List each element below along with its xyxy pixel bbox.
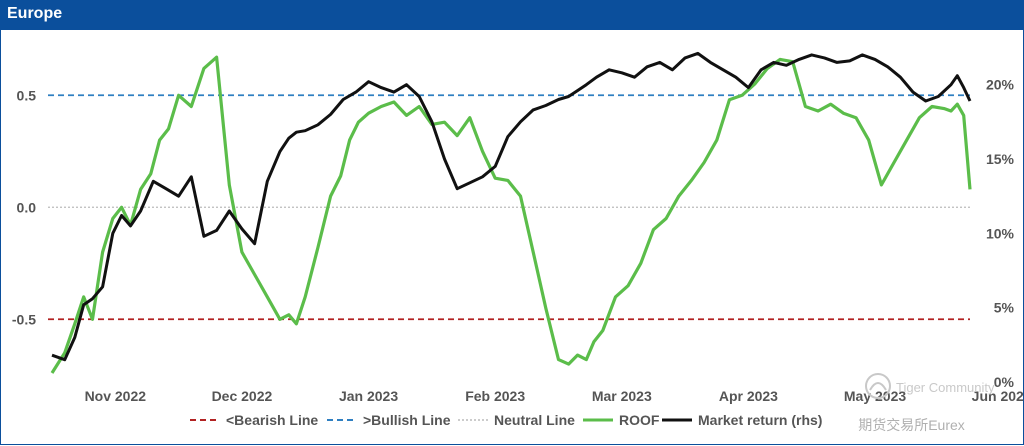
left-tick-label: 0.0 (17, 199, 37, 215)
x-tick-label: Apr 2023 (719, 388, 778, 404)
x-tick-label: Jun 2023 (972, 388, 1024, 404)
chart-title: Europe (7, 5, 63, 22)
watermark-line2: @欧洲期货交易所Eurex (858, 417, 965, 433)
right-tick-label: 10% (986, 225, 1015, 241)
legend-label: <Bearish Line (226, 412, 318, 428)
series-lines (50, 51, 972, 374)
left-tick-label: -0.5 (12, 311, 36, 327)
right-tick-label: 5% (994, 300, 1015, 316)
reference-lines (48, 94, 970, 321)
x-tick-label: Mar 2023 (592, 388, 652, 404)
chart-header: Europe (0, 0, 1024, 30)
legend-label: Neutral Line (494, 412, 575, 428)
watermark-tiger-icon (869, 382, 887, 391)
watermark: Tiger Community @欧洲期货交易所Eurex (858, 373, 995, 433)
right-tick-label: 0% (994, 374, 1015, 390)
x-tick-label: Feb 2023 (465, 388, 525, 404)
legend-label: ROOF (619, 412, 660, 428)
right-tick-label: 20% (986, 77, 1015, 93)
watermark-logo-icon (865, 373, 891, 399)
x-tick-label: Jan 2023 (339, 388, 398, 404)
legend-label: >Bullish Line (363, 412, 451, 428)
series-line-roof (50, 55, 972, 374)
left-tick-label: 0.5 (17, 87, 37, 103)
x-axis-ticks: Nov 2022 Dec 2022 Jan 2023 Feb 2023 Mar 2023… (85, 388, 1024, 404)
legend: <Bearish Line >Bullish Line Neutral Line RO… (190, 412, 822, 428)
x-tick-label: May 2023 (844, 388, 906, 404)
x-tick-label: Nov 2022 (85, 388, 147, 404)
right-axis-ticks: 20% 15% 10% 5% 0% (986, 77, 1015, 390)
watermark-line1: Tiger Community (896, 380, 995, 395)
right-tick-label: 15% (986, 151, 1015, 167)
left-axis-ticks: 0.5 0.0 -0.5 (12, 87, 36, 327)
series-line-market-return (51, 51, 972, 362)
x-tick-label: Dec 2022 (212, 388, 273, 404)
legend-label: Market return (rhs) (698, 412, 822, 428)
